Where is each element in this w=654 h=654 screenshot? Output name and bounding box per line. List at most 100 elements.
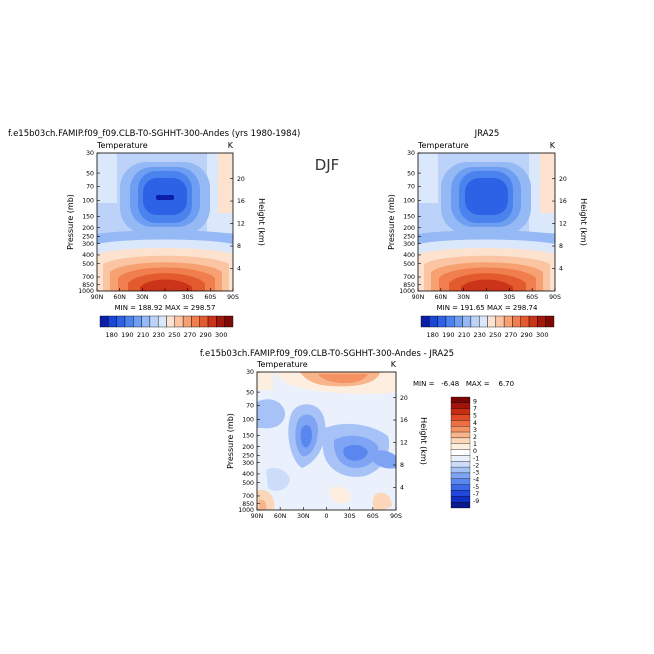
colorbar-label: 230 bbox=[473, 331, 485, 339]
colorbar-label: 210 bbox=[458, 331, 470, 339]
colorbar-swatch bbox=[437, 315, 447, 328]
colorbar-swatch bbox=[133, 315, 142, 328]
y-tick-label: 850 bbox=[242, 501, 254, 508]
colorbar-label: -2 bbox=[473, 462, 479, 469]
colorbar-label: 190 bbox=[442, 331, 454, 339]
colorbar-swatch bbox=[450, 466, 471, 474]
y2-axis-title: Height (km) bbox=[419, 417, 428, 465]
colorbar-swatch bbox=[174, 315, 184, 328]
colorbar-swatch bbox=[450, 502, 471, 509]
y-tick-label: 1000 bbox=[238, 507, 254, 514]
colorbar-label: -3 bbox=[473, 470, 479, 477]
y-tick-label: 500 bbox=[403, 261, 415, 268]
colorbar-swatch bbox=[528, 315, 538, 328]
y2-tick-label: 8 bbox=[400, 462, 404, 469]
y-tick-label: 700 bbox=[82, 274, 94, 281]
colorbar-label: -9 bbox=[473, 498, 479, 505]
y-tick-label: 1000 bbox=[78, 288, 94, 295]
colorbar-swatch bbox=[116, 315, 126, 328]
colorbar-swatch bbox=[445, 315, 455, 328]
x-tick-label: 90N bbox=[91, 294, 104, 301]
y2-tick-label: 12 bbox=[400, 440, 408, 447]
colorbar-label: 290 bbox=[520, 331, 532, 339]
colorbar-swatch bbox=[495, 315, 505, 328]
colorbar-swatch bbox=[454, 315, 463, 328]
figure-title: DJF bbox=[315, 156, 340, 174]
colorbar-label: 9 bbox=[473, 398, 477, 405]
colorbar-label: 290 bbox=[199, 331, 211, 339]
colorbar-swatch bbox=[450, 426, 471, 433]
y-tick-label: 850 bbox=[403, 282, 415, 289]
colorbar-swatch bbox=[450, 461, 471, 468]
y2-tick-label: 12 bbox=[237, 221, 245, 228]
y-tick-label: 200 bbox=[403, 225, 415, 232]
colorbar-swatch bbox=[157, 315, 167, 328]
y-tick-label: 150 bbox=[403, 214, 415, 221]
colorbar-swatch bbox=[191, 315, 200, 328]
colorbar-swatch bbox=[450, 437, 471, 444]
colorbar-label: -5 bbox=[473, 484, 479, 491]
colorbar-label: 250 bbox=[489, 331, 501, 339]
x-tick-label: 0 bbox=[325, 513, 329, 520]
x-tick-label: 0 bbox=[163, 294, 167, 301]
y-tick-label: 250 bbox=[403, 234, 415, 241]
y-tick-label: 850 bbox=[82, 282, 94, 289]
colorbar-swatch bbox=[450, 396, 471, 403]
colorbar-swatch bbox=[450, 420, 471, 427]
y-tick-label: 70 bbox=[407, 184, 415, 191]
colorbar-swatch bbox=[207, 315, 217, 328]
y-tick-label: 400 bbox=[82, 252, 94, 259]
colorbar-swatch bbox=[99, 315, 109, 328]
temperature-field-plot bbox=[96, 152, 234, 292]
panel-jra25: JRA25 Temperature K Pressure (mb) Height… bbox=[387, 129, 588, 339]
y-tick-label: 700 bbox=[242, 493, 254, 500]
temperature-difference-plot bbox=[256, 371, 397, 511]
x-tick-label: 60S bbox=[367, 513, 379, 520]
colorbar-swatch bbox=[503, 315, 513, 328]
colorbar-label: 270 bbox=[184, 331, 196, 339]
colorbar-swatch bbox=[149, 315, 159, 328]
y-tick-label: 150 bbox=[82, 214, 94, 221]
x-tick-label: 30S bbox=[503, 294, 515, 301]
colorbar: 180 190 210 230 250 270 290 300 bbox=[420, 315, 555, 339]
y-tick-label: 400 bbox=[403, 252, 415, 259]
x-axis-ticks: 90N 60N 30N 0 30S 60S 90S bbox=[251, 507, 402, 520]
y2-tick-label: 12 bbox=[559, 221, 567, 228]
colorbar-swatch bbox=[520, 315, 530, 328]
x-axis-ticks: 90N 60N 30N 0 30S 60S 90S bbox=[91, 288, 239, 301]
y2-axis-ticks: 20 16 12 8 4 bbox=[552, 176, 567, 273]
colorbar-swatch bbox=[450, 402, 471, 409]
x-tick-label: 0 bbox=[485, 294, 489, 301]
colorbar-swatch bbox=[487, 315, 497, 328]
x-tick-label: 30S bbox=[344, 513, 356, 520]
colorbar-label: 5 bbox=[473, 413, 477, 420]
colorbar-swatch bbox=[166, 315, 176, 328]
colorbar-label: 3 bbox=[473, 427, 477, 434]
y-tick-label: 500 bbox=[242, 480, 254, 487]
y2-tick-label: 20 bbox=[237, 176, 245, 183]
panel-min-max: MIN = 191.65 MAX = 298.74 bbox=[437, 304, 538, 312]
y-axis-title: Pressure (mb) bbox=[226, 413, 235, 469]
x-tick-label: 60N bbox=[435, 294, 448, 301]
colorbar-label: -4 bbox=[473, 477, 479, 484]
colorbar-label: 4 bbox=[473, 420, 477, 427]
panel-min-max: MIN = -6.48 MAX = 6.70 bbox=[413, 380, 514, 388]
x-tick-label: 30N bbox=[136, 294, 149, 301]
panel-units-label: K bbox=[391, 360, 397, 369]
colorbar-label: 1 bbox=[473, 441, 477, 448]
colorbar-label: 270 bbox=[505, 331, 517, 339]
x-tick-label: 90N bbox=[251, 513, 264, 520]
colorbar-swatch bbox=[141, 315, 151, 328]
colorbar-label: 300 bbox=[536, 331, 548, 339]
colorbar-swatch bbox=[108, 315, 117, 328]
y-tick-label: 70 bbox=[86, 184, 94, 191]
y2-tick-label: 8 bbox=[559, 243, 563, 250]
colorbar-swatch bbox=[420, 315, 430, 328]
colorbar-label: 210 bbox=[137, 331, 149, 339]
panel-difference: f.e15b03ch.FAMIP.f09_f09.CLB-T0-SGHHT-30… bbox=[200, 349, 514, 520]
colorbar-swatch bbox=[450, 484, 471, 491]
